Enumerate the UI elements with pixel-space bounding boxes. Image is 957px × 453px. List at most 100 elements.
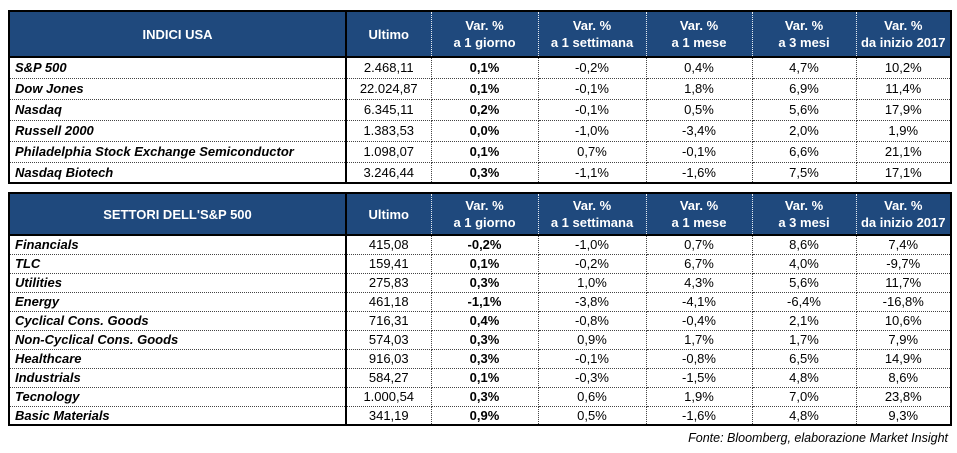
ultimo-value: 584,27 — [346, 368, 432, 388]
var-value: -0,8% — [646, 349, 753, 369]
table-row: Philadelphia Stock Exchange Semiconducto… — [9, 141, 951, 163]
ultimo-value: 3.246,44 — [346, 162, 432, 183]
var-value: 11,7% — [856, 273, 951, 293]
var-value: -6,4% — [752, 292, 857, 312]
var-value: -0,2% — [538, 254, 647, 274]
source-note: Fonte: Bloomberg, elaborazione Market In… — [688, 431, 948, 445]
ultimo-value: 341,19 — [346, 406, 432, 425]
var-value: 0,6% — [538, 387, 647, 407]
var-value: -1,0% — [538, 235, 647, 255]
row-label: Russell 2000 — [9, 120, 347, 142]
var-value: 7,0% — [752, 387, 857, 407]
row-label: Basic Materials — [9, 406, 347, 425]
ultimo-value: 461,18 — [346, 292, 432, 312]
var-value: 0,9% — [431, 406, 539, 425]
var-value: -0,3% — [538, 368, 647, 388]
var-value: -1,5% — [646, 368, 753, 388]
var-value: 6,9% — [752, 78, 857, 100]
table-row: Russell 2000 1.383,53 0,0% -1,0% -3,4% 2,0% 1,… — [9, 120, 951, 142]
var-value: -0,1% — [538, 78, 647, 100]
ultimo-value: 275,83 — [346, 273, 432, 293]
column-header-var-1-settimana: Var. % a 1 settimana — [538, 193, 647, 236]
row-label: Nasdaq — [9, 99, 347, 121]
var-value: 0,5% — [538, 406, 647, 425]
row-label: Financials — [9, 235, 347, 255]
var-value: 17,9% — [856, 99, 951, 121]
var-value: -1,1% — [431, 292, 539, 312]
column-header-ultimo: Ultimo — [346, 193, 432, 236]
var-value: 0,4% — [646, 57, 753, 79]
row-label: Industrials — [9, 368, 347, 388]
var-value: 8,6% — [752, 235, 857, 255]
var-value: 1,9% — [646, 387, 753, 407]
var-value: -1,6% — [646, 406, 753, 425]
row-label: Philadelphia Stock Exchange Semiconducto… — [9, 141, 347, 163]
table-title: INDICI USA — [9, 11, 347, 58]
var-value: 9,3% — [856, 406, 951, 425]
ultimo-value: 22.024,87 — [346, 78, 432, 100]
var-value: -0,2% — [538, 57, 647, 79]
var-value: 0,3% — [431, 162, 539, 183]
var-value: 6,5% — [752, 349, 857, 369]
indici-usa-header: INDICI USA Ultimo Var. % a 1 giorno Var.… — [9, 11, 951, 58]
var-value: 0,0% — [431, 120, 539, 142]
ultimo-value: 6.345,11 — [346, 99, 432, 121]
table-title: SETTORI DELL'S&P 500 — [9, 193, 347, 236]
ultimo-value: 415,08 — [346, 235, 432, 255]
var-value: 0,5% — [646, 99, 753, 121]
var-value: 6,6% — [752, 141, 857, 163]
var-value: 1,9% — [856, 120, 951, 142]
var-value: 0,1% — [431, 368, 539, 388]
row-label: S&P 500 — [9, 57, 347, 79]
var-value: 1,7% — [752, 330, 857, 350]
var-value: 4,3% — [646, 273, 753, 293]
var-value: -0,1% — [538, 99, 647, 121]
var-value: 0,7% — [646, 235, 753, 255]
ultimo-value: 2.468,11 — [346, 57, 432, 79]
table-row: Tecnology 1.000,54 0,3% 0,6% 1,9% 7,0% 23,8% — [9, 387, 951, 407]
var-value: -0,2% — [431, 235, 539, 255]
settori-sp500-table: SETTORI DELL'S&P 500 Ultimo Var. % a 1 g… — [8, 192, 952, 426]
var-value: -0,1% — [538, 349, 647, 369]
var-value: 1,7% — [646, 330, 753, 350]
table-row: Nasdaq 6.345,11 0,2% -0,1% 0,5% 5,6% 17,9% — [9, 99, 951, 121]
var-value: 4,0% — [752, 254, 857, 274]
row-label: Nasdaq Biotech — [9, 162, 347, 183]
var-value: 21,1% — [856, 141, 951, 163]
var-value: 5,6% — [752, 273, 857, 293]
row-label: Dow Jones — [9, 78, 347, 100]
table-row: Dow Jones 22.024,87 0,1% -0,1% 1,8% 6,9% 11,4% — [9, 78, 951, 100]
var-value: -4,1% — [646, 292, 753, 312]
var-value: 8,6% — [856, 368, 951, 388]
var-value: -1,1% — [538, 162, 647, 183]
table-row: Nasdaq Biotech 3.246,44 0,3% -1,1% -1,6% 7,5%… — [9, 162, 951, 183]
ultimo-value: 716,31 — [346, 311, 432, 331]
var-value: 0,1% — [431, 57, 539, 79]
var-value: 0,1% — [431, 141, 539, 163]
var-value: 0,3% — [431, 387, 539, 407]
var-value: 7,4% — [856, 235, 951, 255]
ultimo-value: 1.383,53 — [346, 120, 432, 142]
column-header-var-1-settimana: Var. % a 1 settimana — [538, 11, 647, 58]
var-value: 2,0% — [752, 120, 857, 142]
var-value: 0,3% — [431, 349, 539, 369]
var-value: 10,2% — [856, 57, 951, 79]
row-label: Non-Cyclical Cons. Goods — [9, 330, 347, 350]
table-row: Industrials 584,27 0,1% -0,3% -1,5% 4,8% 8,6% — [9, 368, 951, 388]
var-value: -3,4% — [646, 120, 753, 142]
var-value: 6,7% — [646, 254, 753, 274]
var-value: 14,9% — [856, 349, 951, 369]
indici-usa-table: INDICI USA Ultimo Var. % a 1 giorno Var.… — [8, 10, 952, 184]
var-value: 0,1% — [431, 254, 539, 274]
ultimo-value: 574,03 — [346, 330, 432, 350]
var-value: 17,1% — [856, 162, 951, 183]
var-value: -1,0% — [538, 120, 647, 142]
var-value: 0,4% — [431, 311, 539, 331]
table-row: Cyclical Cons. Goods 716,31 0,4% -0,8% -0,4%… — [9, 311, 951, 331]
var-value: 1,0% — [538, 273, 647, 293]
column-header-var-1-giorno: Var. % a 1 giorno — [431, 193, 539, 236]
var-value: 0,7% — [538, 141, 647, 163]
var-value: 4,8% — [752, 406, 857, 425]
column-header-var-3-mesi: Var. % a 3 mesi — [752, 11, 857, 58]
